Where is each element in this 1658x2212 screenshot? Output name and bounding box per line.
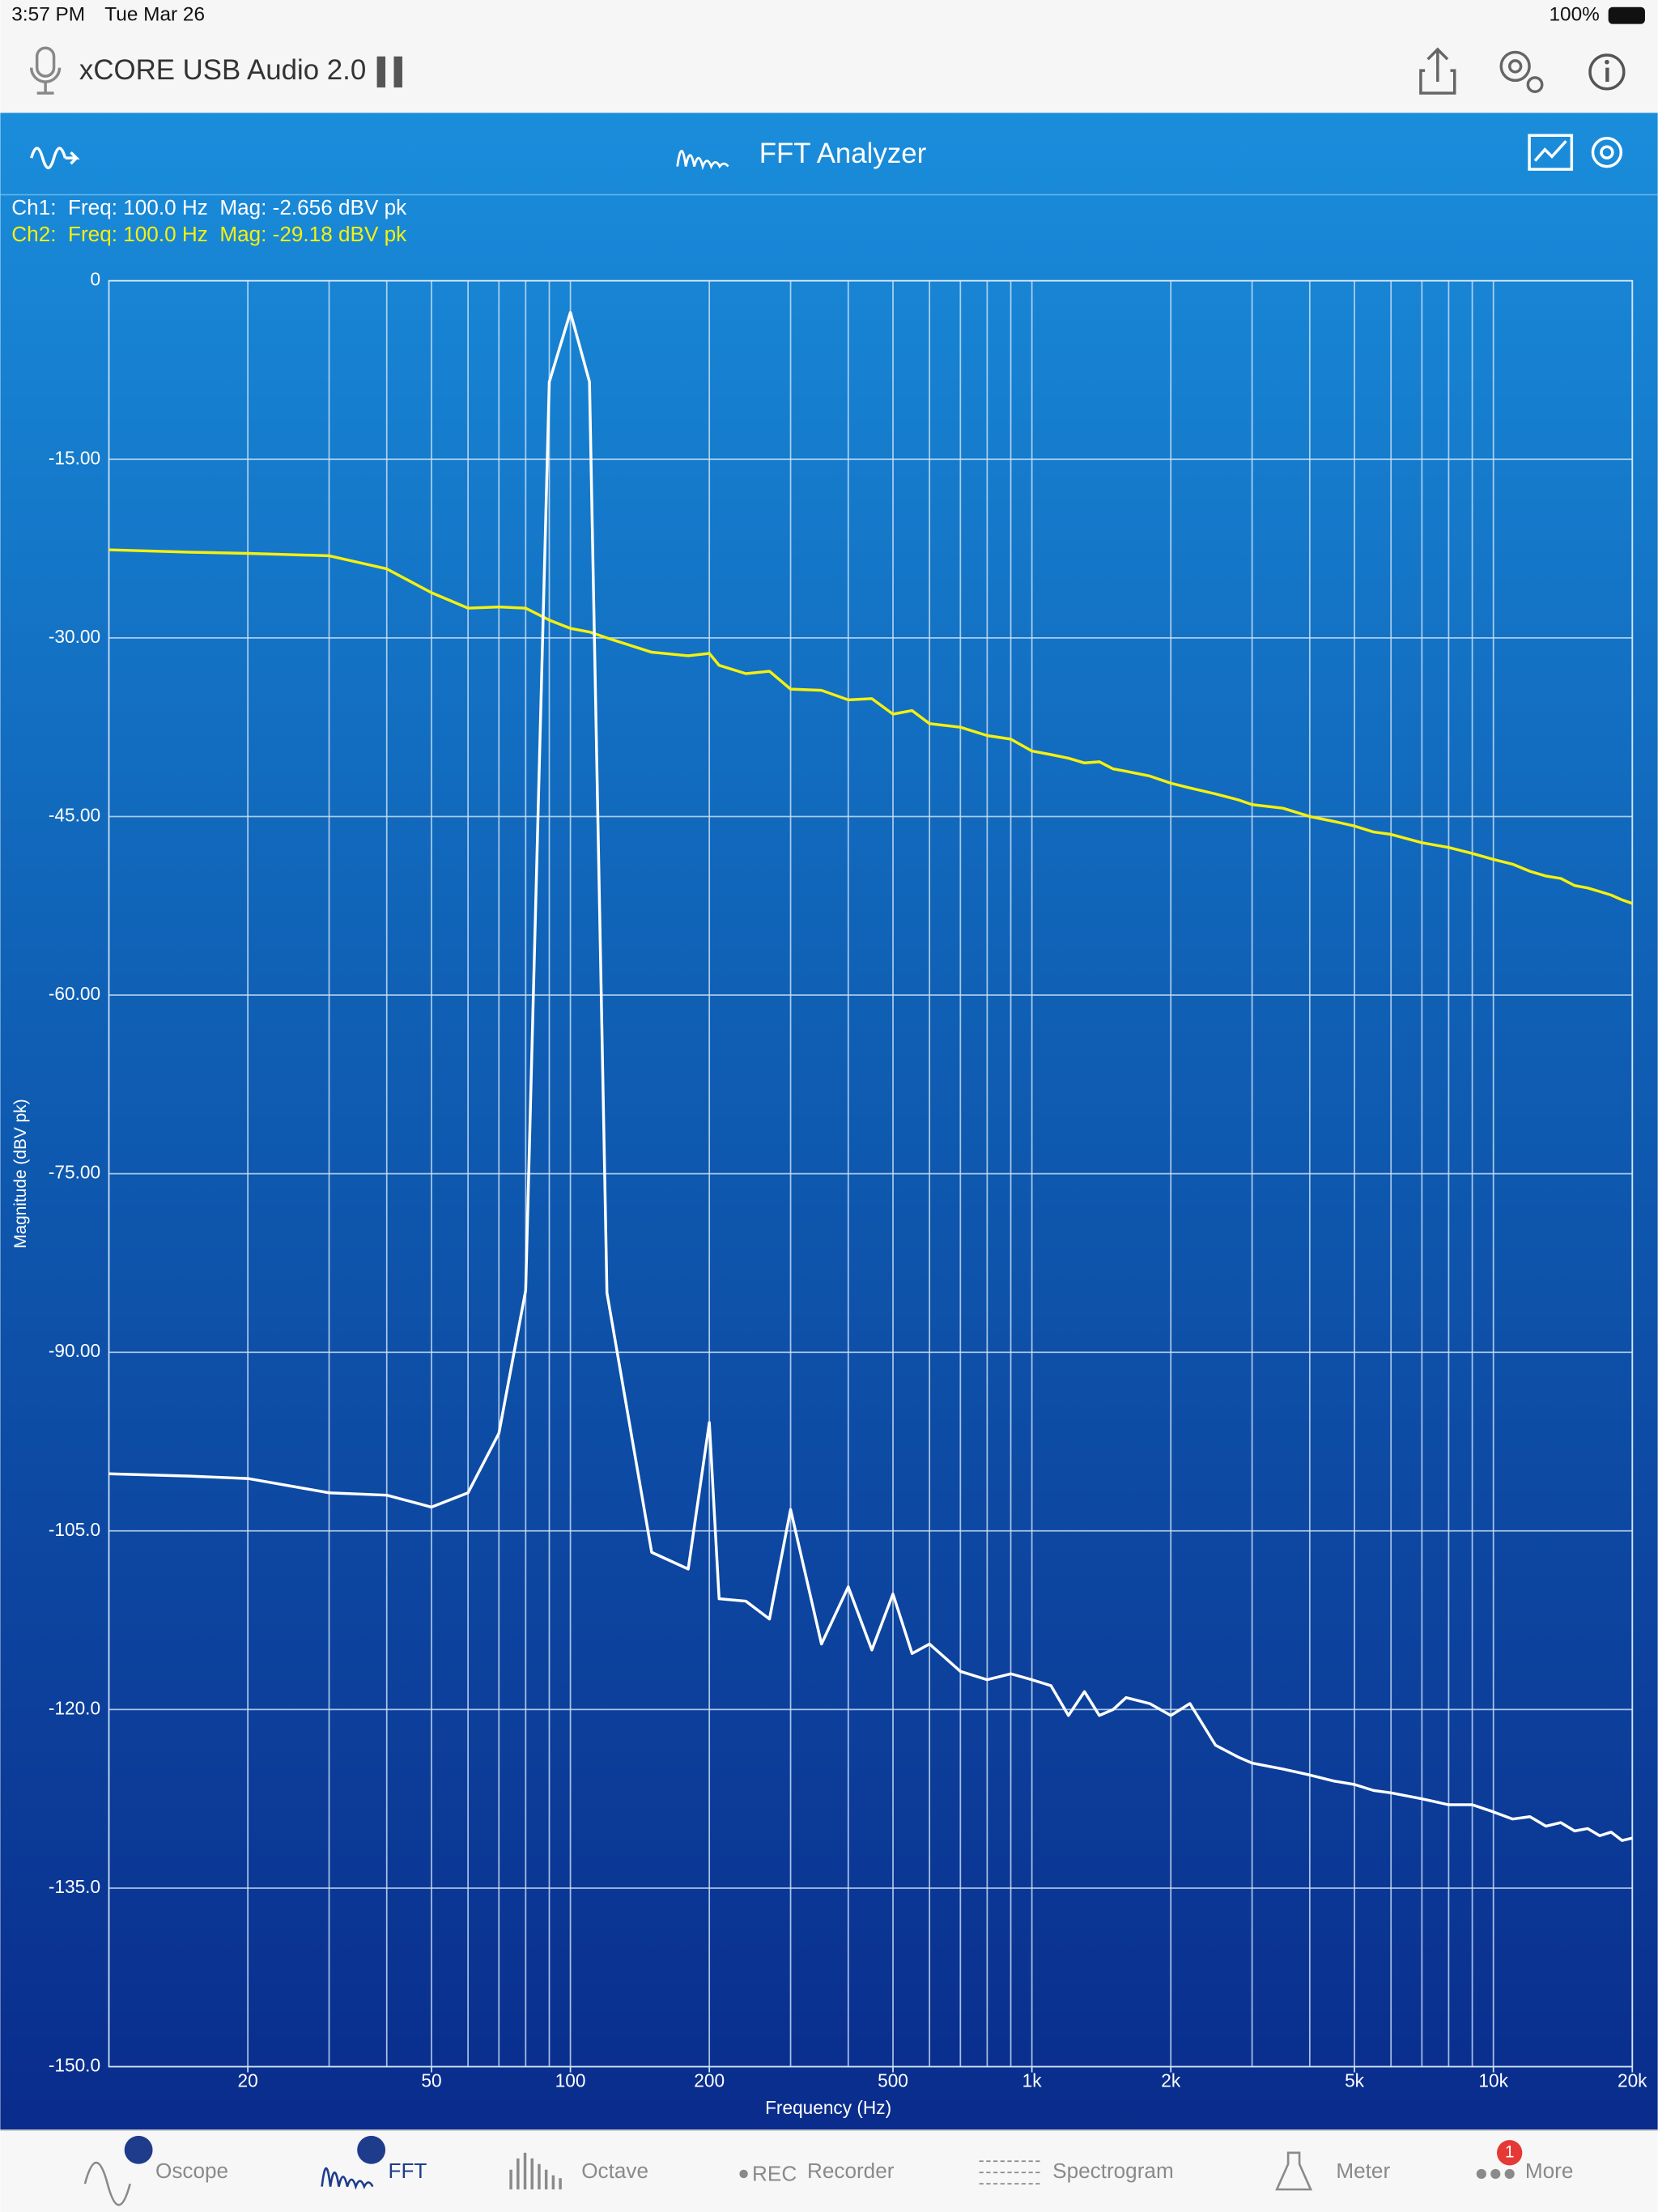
- ch2-readout: Ch2: Freq: 100.0 Hz Mag: -29.18 dBV pk: [11, 222, 407, 246]
- fft-tab[interactable]: FFT: [321, 2135, 427, 2190]
- series-line: [108, 311, 1633, 1842]
- svg-text:REC: REC: [752, 2162, 797, 2186]
- meter-tab[interactable]: Meter: [1275, 2151, 1390, 2191]
- fft-chart: 0 -15.00 -30.00 -45.00 -60.00 -75.00 -90.00 -10…: [11, 269, 1647, 2118]
- y-tick-label: -30.00: [49, 626, 100, 647]
- tab-bar: [0, 2129, 1658, 2212]
- x-tick-label: 500: [878, 2070, 908, 2091]
- oscope-tab[interactable]: Oscope: [83, 2135, 228, 2206]
- x-tick-label: 50: [421, 2070, 441, 2091]
- chart-mode-button[interactable]: [1528, 134, 1574, 171]
- tab-label: Oscope: [155, 2159, 228, 2183]
- y-tick-label: -150.0: [49, 2055, 100, 2076]
- share-button[interactable]: [1419, 47, 1456, 95]
- tab-label: Octave: [581, 2159, 648, 2183]
- y-tick-label: -15.00: [49, 447, 100, 468]
- x-axis-label: Frequency (Hz): [765, 2097, 891, 2118]
- device-name[interactable]: xCORE USB Audio 2.0: [79, 54, 366, 86]
- tab-label: More: [1525, 2159, 1574, 2183]
- y-tick-label: 0: [90, 269, 100, 290]
- recorder-tab[interactable]: REC Recorder: [739, 2159, 895, 2186]
- x-tick-label: 20: [238, 2070, 258, 2091]
- x-tick-label: 5k: [1345, 2070, 1365, 2091]
- tab-label: Recorder: [807, 2159, 895, 2183]
- battery-icon: [1608, 6, 1645, 24]
- x-tick-label: 10k: [1478, 2070, 1508, 2091]
- info-button[interactable]: [1588, 53, 1626, 91]
- mic-icon: [29, 46, 62, 95]
- y-tick-label: -105.0: [49, 1519, 100, 1540]
- x-tick-label: 200: [694, 2070, 725, 2091]
- spectrogram-tab[interactable]: Spectrogram: [979, 2159, 1174, 2185]
- y-tick-label: -75.00: [49, 1162, 100, 1183]
- tab-label: Spectrogram: [1052, 2159, 1174, 2183]
- series-line: [108, 548, 1633, 905]
- octave-tab[interactable]: Octave: [509, 2152, 648, 2190]
- status-time: 3:57 PM: [11, 4, 85, 26]
- fft-title-icon: [676, 150, 729, 171]
- tab-label: FFT: [389, 2159, 427, 2183]
- x-tick-label: 100: [555, 2070, 586, 2091]
- app-bg: [0, 113, 1658, 2130]
- y-tick-label: -135.0: [49, 1876, 100, 1897]
- x-tick-label: 2k: [1161, 2070, 1181, 2091]
- chart-settings-button[interactable]: [1591, 137, 1623, 168]
- y-tick-label: -90.00: [49, 1340, 100, 1361]
- settings-button[interactable]: [1499, 50, 1544, 93]
- signal-gen-button[interactable]: [30, 147, 80, 170]
- status-date: Tue Mar 26: [104, 4, 205, 26]
- x-tick-label: 1k: [1022, 2070, 1043, 2091]
- more-badge: 1: [1505, 2142, 1515, 2161]
- tab-label: Meter: [1336, 2159, 1390, 2183]
- y-tick-label: -120.0: [49, 1697, 100, 1718]
- more-tab[interactable]: 1 More: [1476, 2140, 1574, 2183]
- ch1-readout: Ch1: Freq: 100.0 Hz Mag: -2.656 dBV pk: [11, 195, 407, 219]
- pause-button[interactable]: [376, 56, 402, 88]
- x-tick-label: 20k: [1618, 2070, 1647, 2091]
- toolbar-title: FFT Analyzer: [759, 138, 927, 169]
- header-bg: [0, 0, 1658, 113]
- status-battery: 100%: [1549, 4, 1599, 26]
- y-tick-label: -60.00: [49, 983, 100, 1004]
- y-axis-label: Magnitude (dBV pk): [11, 1099, 30, 1249]
- y-tick-label: -45.00: [49, 804, 100, 825]
